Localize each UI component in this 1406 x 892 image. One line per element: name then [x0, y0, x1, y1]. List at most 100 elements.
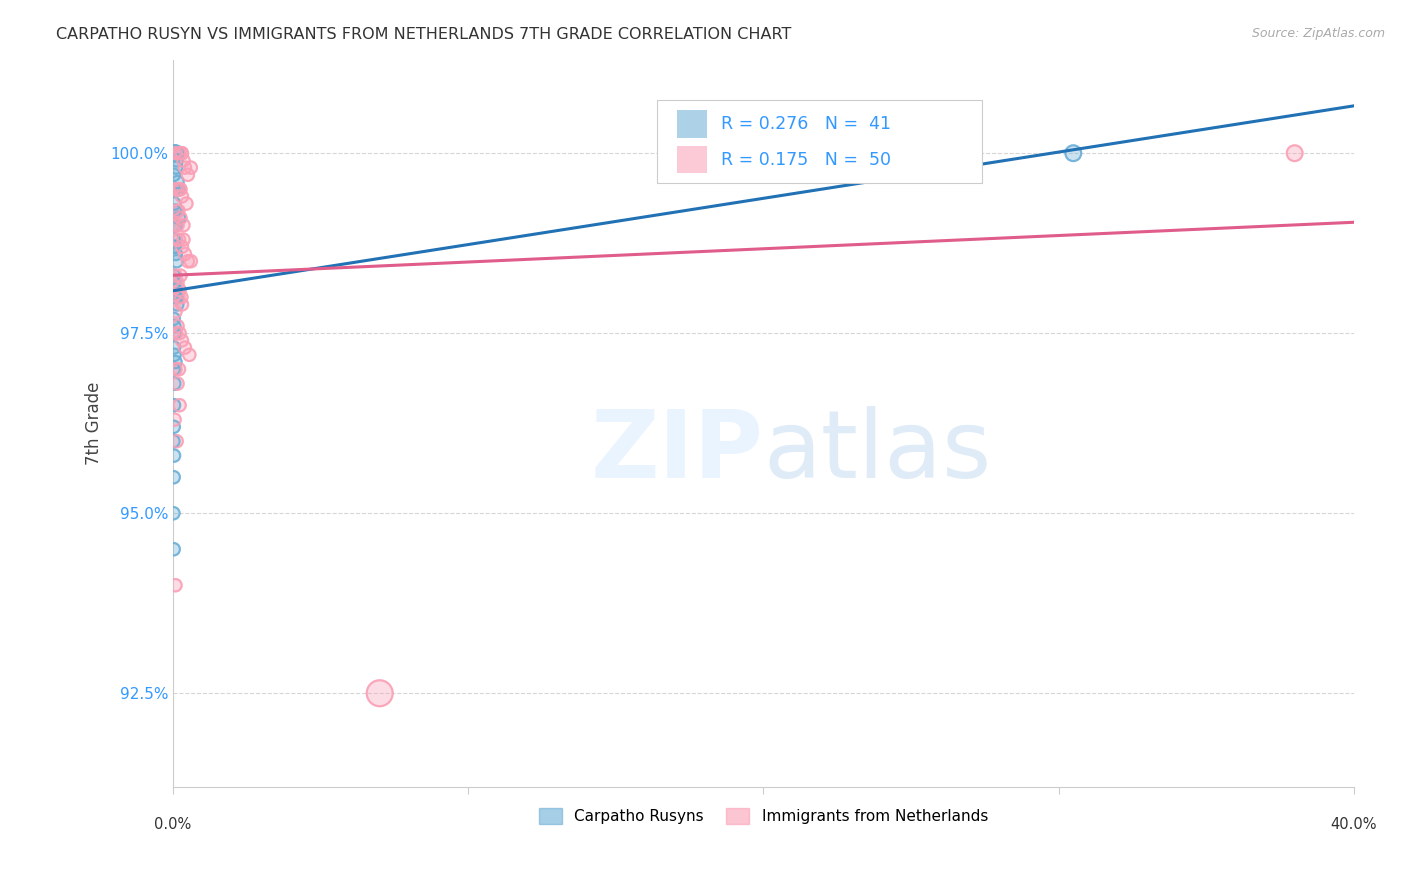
Point: [179, 348, 201, 362]
Point: [167, 203, 190, 218]
Point: [163, 268, 186, 283]
Point: [1284, 146, 1306, 161]
Point: [163, 311, 186, 326]
Point: [165, 355, 187, 369]
Point: [165, 218, 187, 232]
Point: [174, 161, 197, 175]
Point: [165, 362, 187, 376]
Point: [165, 146, 187, 161]
Point: [165, 290, 187, 304]
Point: [166, 376, 188, 391]
Point: [165, 247, 187, 261]
Point: [163, 196, 186, 211]
Point: [163, 240, 186, 254]
Point: [162, 506, 184, 520]
Point: [167, 146, 190, 161]
Point: [165, 203, 187, 218]
Point: [165, 182, 187, 196]
Point: [172, 218, 194, 232]
Point: [163, 240, 186, 254]
Point: [170, 240, 193, 254]
Point: [163, 341, 186, 355]
Point: [166, 318, 188, 333]
Point: [167, 362, 190, 376]
Point: [166, 153, 188, 168]
Point: [165, 161, 187, 175]
Point: [163, 362, 186, 376]
Point: [166, 203, 188, 218]
Point: [169, 182, 191, 196]
Point: [180, 161, 202, 175]
Point: [165, 290, 187, 304]
Point: [163, 326, 186, 341]
Point: [163, 233, 186, 247]
Point: [177, 254, 200, 268]
Point: [180, 254, 202, 268]
Point: [172, 153, 194, 168]
Point: [165, 268, 187, 283]
FancyBboxPatch shape: [657, 100, 981, 183]
Point: [1062, 146, 1084, 161]
Point: [166, 318, 188, 333]
Point: [177, 168, 200, 182]
Point: [167, 233, 190, 247]
Point: [177, 254, 200, 268]
Point: [165, 578, 187, 592]
Point: [166, 254, 188, 268]
Point: [163, 542, 186, 557]
Point: [165, 304, 187, 318]
Point: [163, 318, 186, 333]
Point: [163, 276, 186, 290]
Point: [163, 240, 186, 254]
Point: [176, 196, 198, 211]
Point: [165, 578, 187, 592]
Point: [174, 161, 197, 175]
Point: [166, 182, 188, 196]
Point: [163, 233, 186, 247]
Y-axis label: 7th Grade: 7th Grade: [86, 382, 103, 465]
Text: R = 0.175   N =  50: R = 0.175 N = 50: [721, 151, 891, 169]
Point: [163, 341, 186, 355]
Point: [174, 341, 197, 355]
Point: [174, 247, 197, 261]
Point: [176, 196, 198, 211]
Point: [162, 506, 184, 520]
Point: [169, 182, 191, 196]
Point: [165, 203, 187, 218]
Point: [165, 218, 187, 232]
Point: [169, 211, 191, 225]
Point: [368, 686, 391, 700]
Point: [163, 348, 186, 362]
Point: [163, 182, 186, 196]
Bar: [678, 146, 707, 173]
Point: [165, 182, 187, 196]
Point: [165, 326, 187, 341]
Point: [163, 326, 186, 341]
Point: [167, 233, 190, 247]
Point: [169, 398, 191, 412]
Point: [163, 412, 186, 426]
Point: [166, 276, 188, 290]
Point: [165, 203, 187, 218]
Point: [180, 254, 202, 268]
Point: [163, 398, 186, 412]
Point: [163, 218, 186, 232]
Point: [163, 398, 186, 412]
Point: [170, 146, 193, 161]
Point: [163, 168, 186, 182]
Point: [165, 161, 187, 175]
Point: [174, 341, 197, 355]
Point: [166, 434, 188, 449]
Point: [169, 283, 191, 297]
Point: [163, 362, 186, 376]
Point: [166, 376, 188, 391]
Point: [163, 449, 186, 463]
Point: [170, 146, 193, 161]
Text: 0.0%: 0.0%: [155, 817, 191, 832]
Point: [170, 297, 193, 311]
Point: [166, 297, 188, 311]
Point: [180, 161, 202, 175]
Point: [163, 196, 186, 211]
Point: [1284, 146, 1306, 161]
Point: [170, 240, 193, 254]
